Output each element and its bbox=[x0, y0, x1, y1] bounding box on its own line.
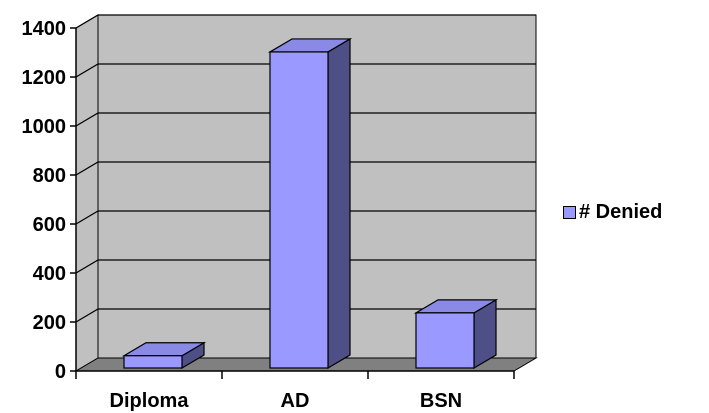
bar-side bbox=[327, 37, 351, 370]
bar-front bbox=[415, 312, 475, 369]
y-tick-label: 1400 bbox=[22, 18, 67, 40]
y-tick-label: 1000 bbox=[22, 116, 67, 138]
gridline bbox=[75, 161, 536, 176]
bar-front bbox=[269, 51, 329, 369]
y-tick-label: 200 bbox=[33, 312, 66, 334]
gridline bbox=[75, 112, 536, 127]
axes bbox=[75, 28, 514, 372]
y-tick-label: 600 bbox=[33, 214, 66, 236]
legend: # Denied bbox=[563, 201, 662, 224]
legend-swatch bbox=[563, 206, 576, 219]
bar bbox=[267, 37, 353, 370]
gridlines bbox=[75, 14, 536, 323]
y-axis-ticks: 0 200 400 600 800 1000 1200 1400 bbox=[22, 18, 76, 383]
y-tick-label: 800 bbox=[33, 165, 66, 187]
x-tick-label: BSN bbox=[420, 390, 462, 412]
y-tick-label: 1200 bbox=[22, 67, 67, 89]
x-axis-ticks: Diploma AD BSN bbox=[75, 371, 515, 412]
gridline bbox=[75, 210, 536, 225]
side-wall bbox=[75, 14, 99, 372]
legend-label: # Denied bbox=[579, 201, 663, 223]
gridline bbox=[75, 63, 536, 78]
gridline bbox=[75, 259, 536, 274]
bar-front bbox=[123, 355, 183, 369]
gridline bbox=[75, 308, 536, 323]
gridline bbox=[75, 14, 536, 29]
bars bbox=[121, 37, 499, 370]
y-tick-label: 400 bbox=[33, 263, 66, 285]
bar bbox=[121, 341, 207, 370]
bar bbox=[413, 298, 499, 370]
y-tick-label: 0 bbox=[55, 361, 66, 383]
x-tick-label: Diploma bbox=[110, 390, 190, 412]
x-tick-label: AD bbox=[281, 390, 310, 412]
